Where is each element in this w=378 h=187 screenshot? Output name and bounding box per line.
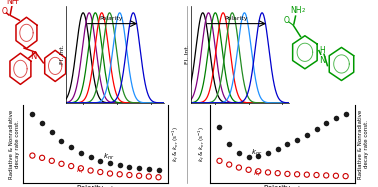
Point [59, 162, 65, 165]
Point [68, 165, 74, 168]
Text: O: O [2, 7, 8, 16]
Point [304, 133, 310, 136]
Point [313, 174, 319, 177]
Point [126, 174, 132, 177]
Point [265, 151, 271, 154]
Text: 2: 2 [302, 8, 305, 13]
Point [136, 174, 142, 177]
Point [342, 175, 349, 178]
Y-axis label: Radiative & Nonradiative
decay rate const.: Radiative & Nonradiative decay rate cons… [9, 109, 20, 179]
Text: $k_{nr}$: $k_{nr}$ [251, 148, 262, 158]
Point [275, 147, 281, 150]
Point [304, 173, 310, 176]
Point [255, 170, 261, 173]
Point [49, 131, 55, 134]
Point [294, 173, 300, 176]
Point [107, 162, 113, 165]
Point [88, 169, 94, 172]
X-axis label: Polarity  →: Polarity → [264, 185, 301, 187]
Point [226, 142, 232, 145]
Text: Polarity: Polarity [224, 16, 248, 22]
Point [284, 143, 290, 146]
X-axis label: Polarity  →: Polarity → [77, 185, 114, 187]
Point [323, 122, 329, 125]
Point [59, 139, 65, 142]
Point [275, 172, 281, 175]
Point [342, 112, 349, 115]
Text: $k_{nr}$: $k_{nr}$ [103, 152, 115, 162]
Text: NH: NH [291, 6, 302, 15]
Point [78, 151, 84, 154]
Point [333, 117, 339, 120]
Point [146, 175, 152, 178]
Point [246, 156, 252, 159]
Point [136, 167, 142, 170]
Point [226, 163, 232, 166]
Point [29, 154, 36, 157]
Point [217, 159, 223, 162]
Y-axis label: $k_f$ & $k_{nr}$ (s$^{-1}$): $k_f$ & $k_{nr}$ (s$^{-1}$) [197, 126, 207, 162]
Point [117, 173, 123, 176]
Text: N: N [319, 56, 325, 65]
Point [97, 159, 103, 162]
Point [39, 122, 45, 125]
X-axis label: Wavelength (nm): Wavelength (nm) [88, 113, 143, 118]
Point [68, 146, 74, 149]
Y-axis label: Radiative & Nonradiative
decay rate const.: Radiative & Nonradiative decay rate cons… [358, 109, 369, 179]
Text: $k_f$: $k_f$ [253, 169, 262, 179]
Y-axis label: $k_f$ & $k_{nr}$ (s$^{-1}$): $k_f$ & $k_{nr}$ (s$^{-1}$) [171, 126, 181, 162]
Point [236, 152, 242, 155]
Point [88, 156, 94, 159]
Point [155, 168, 161, 171]
Text: Polarity: Polarity [100, 16, 123, 22]
Point [255, 154, 261, 157]
Point [39, 156, 45, 159]
Text: H: H [319, 46, 325, 55]
Point [49, 159, 55, 162]
Text: 2: 2 [16, 0, 20, 2]
Point [284, 172, 290, 175]
Point [333, 174, 339, 177]
Point [313, 127, 319, 130]
Point [117, 164, 123, 167]
Y-axis label: Fl. Int.: Fl. Int. [60, 44, 65, 64]
Point [323, 174, 329, 177]
Point [265, 171, 271, 174]
Point [146, 168, 152, 171]
Text: $k_f$: $k_f$ [76, 166, 84, 176]
Point [126, 165, 132, 168]
Point [217, 126, 223, 129]
Point [107, 172, 113, 175]
Point [155, 176, 161, 179]
Y-axis label: Fl. Int.: Fl. Int. [184, 44, 189, 64]
Text: O: O [284, 16, 289, 25]
Text: NH: NH [6, 0, 17, 6]
Point [246, 168, 252, 171]
Point [29, 112, 36, 115]
Point [294, 138, 300, 141]
Point [236, 166, 242, 169]
Text: N: N [30, 52, 36, 61]
Point [78, 167, 84, 170]
Point [97, 171, 103, 174]
X-axis label: Wavelength (nm): Wavelength (nm) [213, 113, 267, 118]
